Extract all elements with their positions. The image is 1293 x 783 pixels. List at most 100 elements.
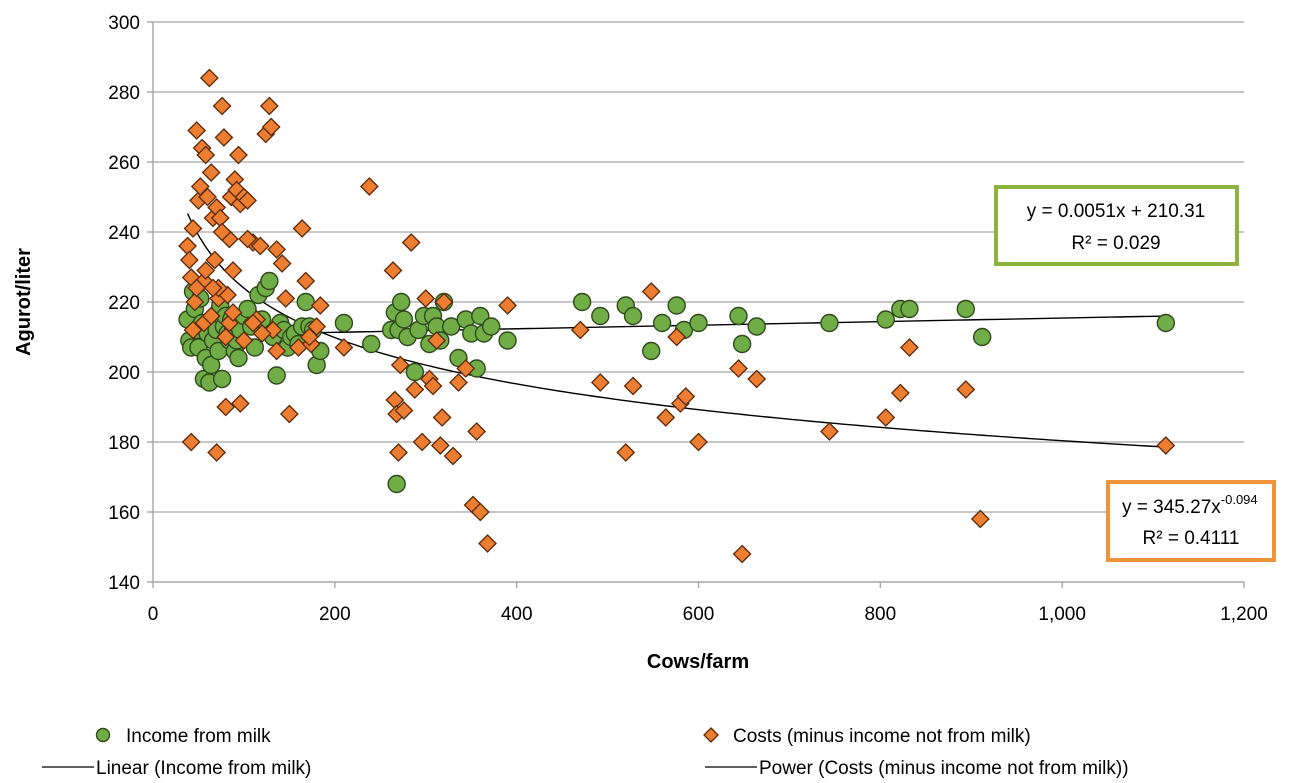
x-tick-label: 1,000: [1038, 604, 1086, 625]
cost-point: [267, 240, 287, 259]
cost-point: [234, 331, 254, 350]
power-equation-box: y = 345.27x-0.094 R² = 0.4111: [1106, 480, 1276, 562]
income-point: [572, 292, 592, 312]
cost-point: [310, 296, 330, 315]
y-tick-label: 200: [108, 363, 140, 384]
income-point: [820, 313, 839, 333]
cost-point: [201, 306, 221, 326]
x-tick-label: 1,200: [1220, 604, 1268, 625]
legend-item-costs: Costs (minus income not from milk): [703, 726, 1031, 747]
legend-item-power: Power (Costs (minus income not from milk…: [705, 758, 1129, 779]
cost-point: [252, 324, 272, 343]
income-point: [729, 306, 748, 326]
cost-point: [729, 359, 748, 378]
cost-point: [416, 289, 436, 308]
income-point: [260, 271, 279, 291]
y-tick-label: 180: [108, 433, 140, 454]
cost-point: [1156, 436, 1176, 455]
cost-point: [178, 236, 197, 256]
power-r-squared: R² = 0.4111: [1143, 528, 1240, 549]
cost-point: [183, 219, 203, 238]
cost-point: [876, 408, 896, 427]
x-tick-label: 600: [683, 604, 715, 625]
cost-point: [212, 222, 232, 242]
y-axis-title: Agurot/liter: [13, 248, 35, 356]
legend-item-linear: Linear (Income from milk): [42, 758, 311, 779]
cost-point: [423, 376, 443, 396]
cost-point: [216, 327, 236, 347]
cost-point: [430, 436, 450, 455]
income-point: [900, 299, 919, 319]
cost-point: [230, 394, 250, 413]
income-point: [732, 334, 752, 354]
cost-point: [956, 380, 976, 399]
cost-point: [732, 544, 752, 564]
cost-point: [203, 278, 223, 298]
cost-point: [201, 163, 221, 182]
income-point: [642, 341, 661, 361]
cost-point: [434, 292, 454, 312]
income-point: [394, 310, 414, 329]
income-point: [876, 310, 895, 329]
x-tick-label: 400: [501, 604, 533, 625]
legend-label-linear: Linear (Income from milk): [96, 758, 311, 779]
y-tick-label: 280: [108, 83, 140, 104]
cost-point: [292, 219, 312, 238]
cost-point: [261, 117, 281, 137]
income-point: [956, 299, 975, 319]
cost-point: [216, 397, 236, 417]
income-point: [212, 369, 232, 389]
income-point: [334, 313, 354, 333]
cost-point: [223, 303, 243, 322]
cost-point: [616, 443, 636, 462]
power-equation-exponent: -0.094: [1221, 492, 1258, 507]
cost-point: [299, 327, 319, 347]
cost-point: [205, 250, 225, 270]
income-point: [405, 362, 425, 382]
cost-point: [623, 376, 643, 396]
legend-label-costs: Costs (minus income not from milk): [733, 726, 1031, 747]
income-point: [267, 366, 286, 385]
cost-point: [267, 341, 287, 361]
legend-diamond-marker: [703, 727, 719, 743]
x-tick-label: 0: [148, 604, 159, 625]
power-equation: y = 345.27x-0.094: [1122, 492, 1258, 518]
cost-point: [238, 229, 257, 249]
cost-point: [276, 289, 296, 308]
cost-point: [199, 68, 219, 88]
cost-point: [456, 359, 476, 378]
cost-point: [427, 331, 447, 350]
cost-point: [478, 534, 497, 553]
income-point: [392, 292, 411, 312]
cost-point: [900, 338, 919, 357]
cost-point: [187, 121, 207, 140]
cost-point: [187, 278, 207, 298]
income-point: [296, 292, 315, 312]
cost-point: [443, 446, 463, 466]
y-tick-label: 240: [108, 223, 140, 244]
cost-point: [196, 261, 216, 280]
tick-labels: 0 200 400 600 800 1,000 1,200 140 160 180 200 220 24…: [108, 13, 1267, 625]
cost-point: [334, 338, 354, 357]
cost-point: [401, 233, 421, 252]
series-costs: [178, 68, 1176, 564]
linear-equation-box: y = 0.0051x + 210.31 R² = 0.029: [994, 185, 1239, 266]
cost-point: [820, 422, 839, 441]
income-point: [229, 348, 248, 368]
cost-point: [243, 313, 263, 333]
cost-point: [676, 387, 696, 406]
y-tick-label: 220: [108, 293, 140, 314]
y-tick-label: 160: [108, 503, 140, 524]
income-point: [482, 317, 501, 336]
y-tick-label: 140: [108, 573, 140, 594]
cost-point: [185, 292, 205, 312]
cost-point: [359, 177, 379, 196]
cost-point: [467, 422, 487, 441]
cost-point: [394, 401, 414, 420]
cost-point: [223, 261, 243, 280]
cost-point: [296, 271, 316, 291]
income-point: [387, 474, 406, 494]
cost-point: [259, 96, 279, 116]
cost-point: [212, 96, 232, 116]
income-point: [1156, 313, 1176, 333]
